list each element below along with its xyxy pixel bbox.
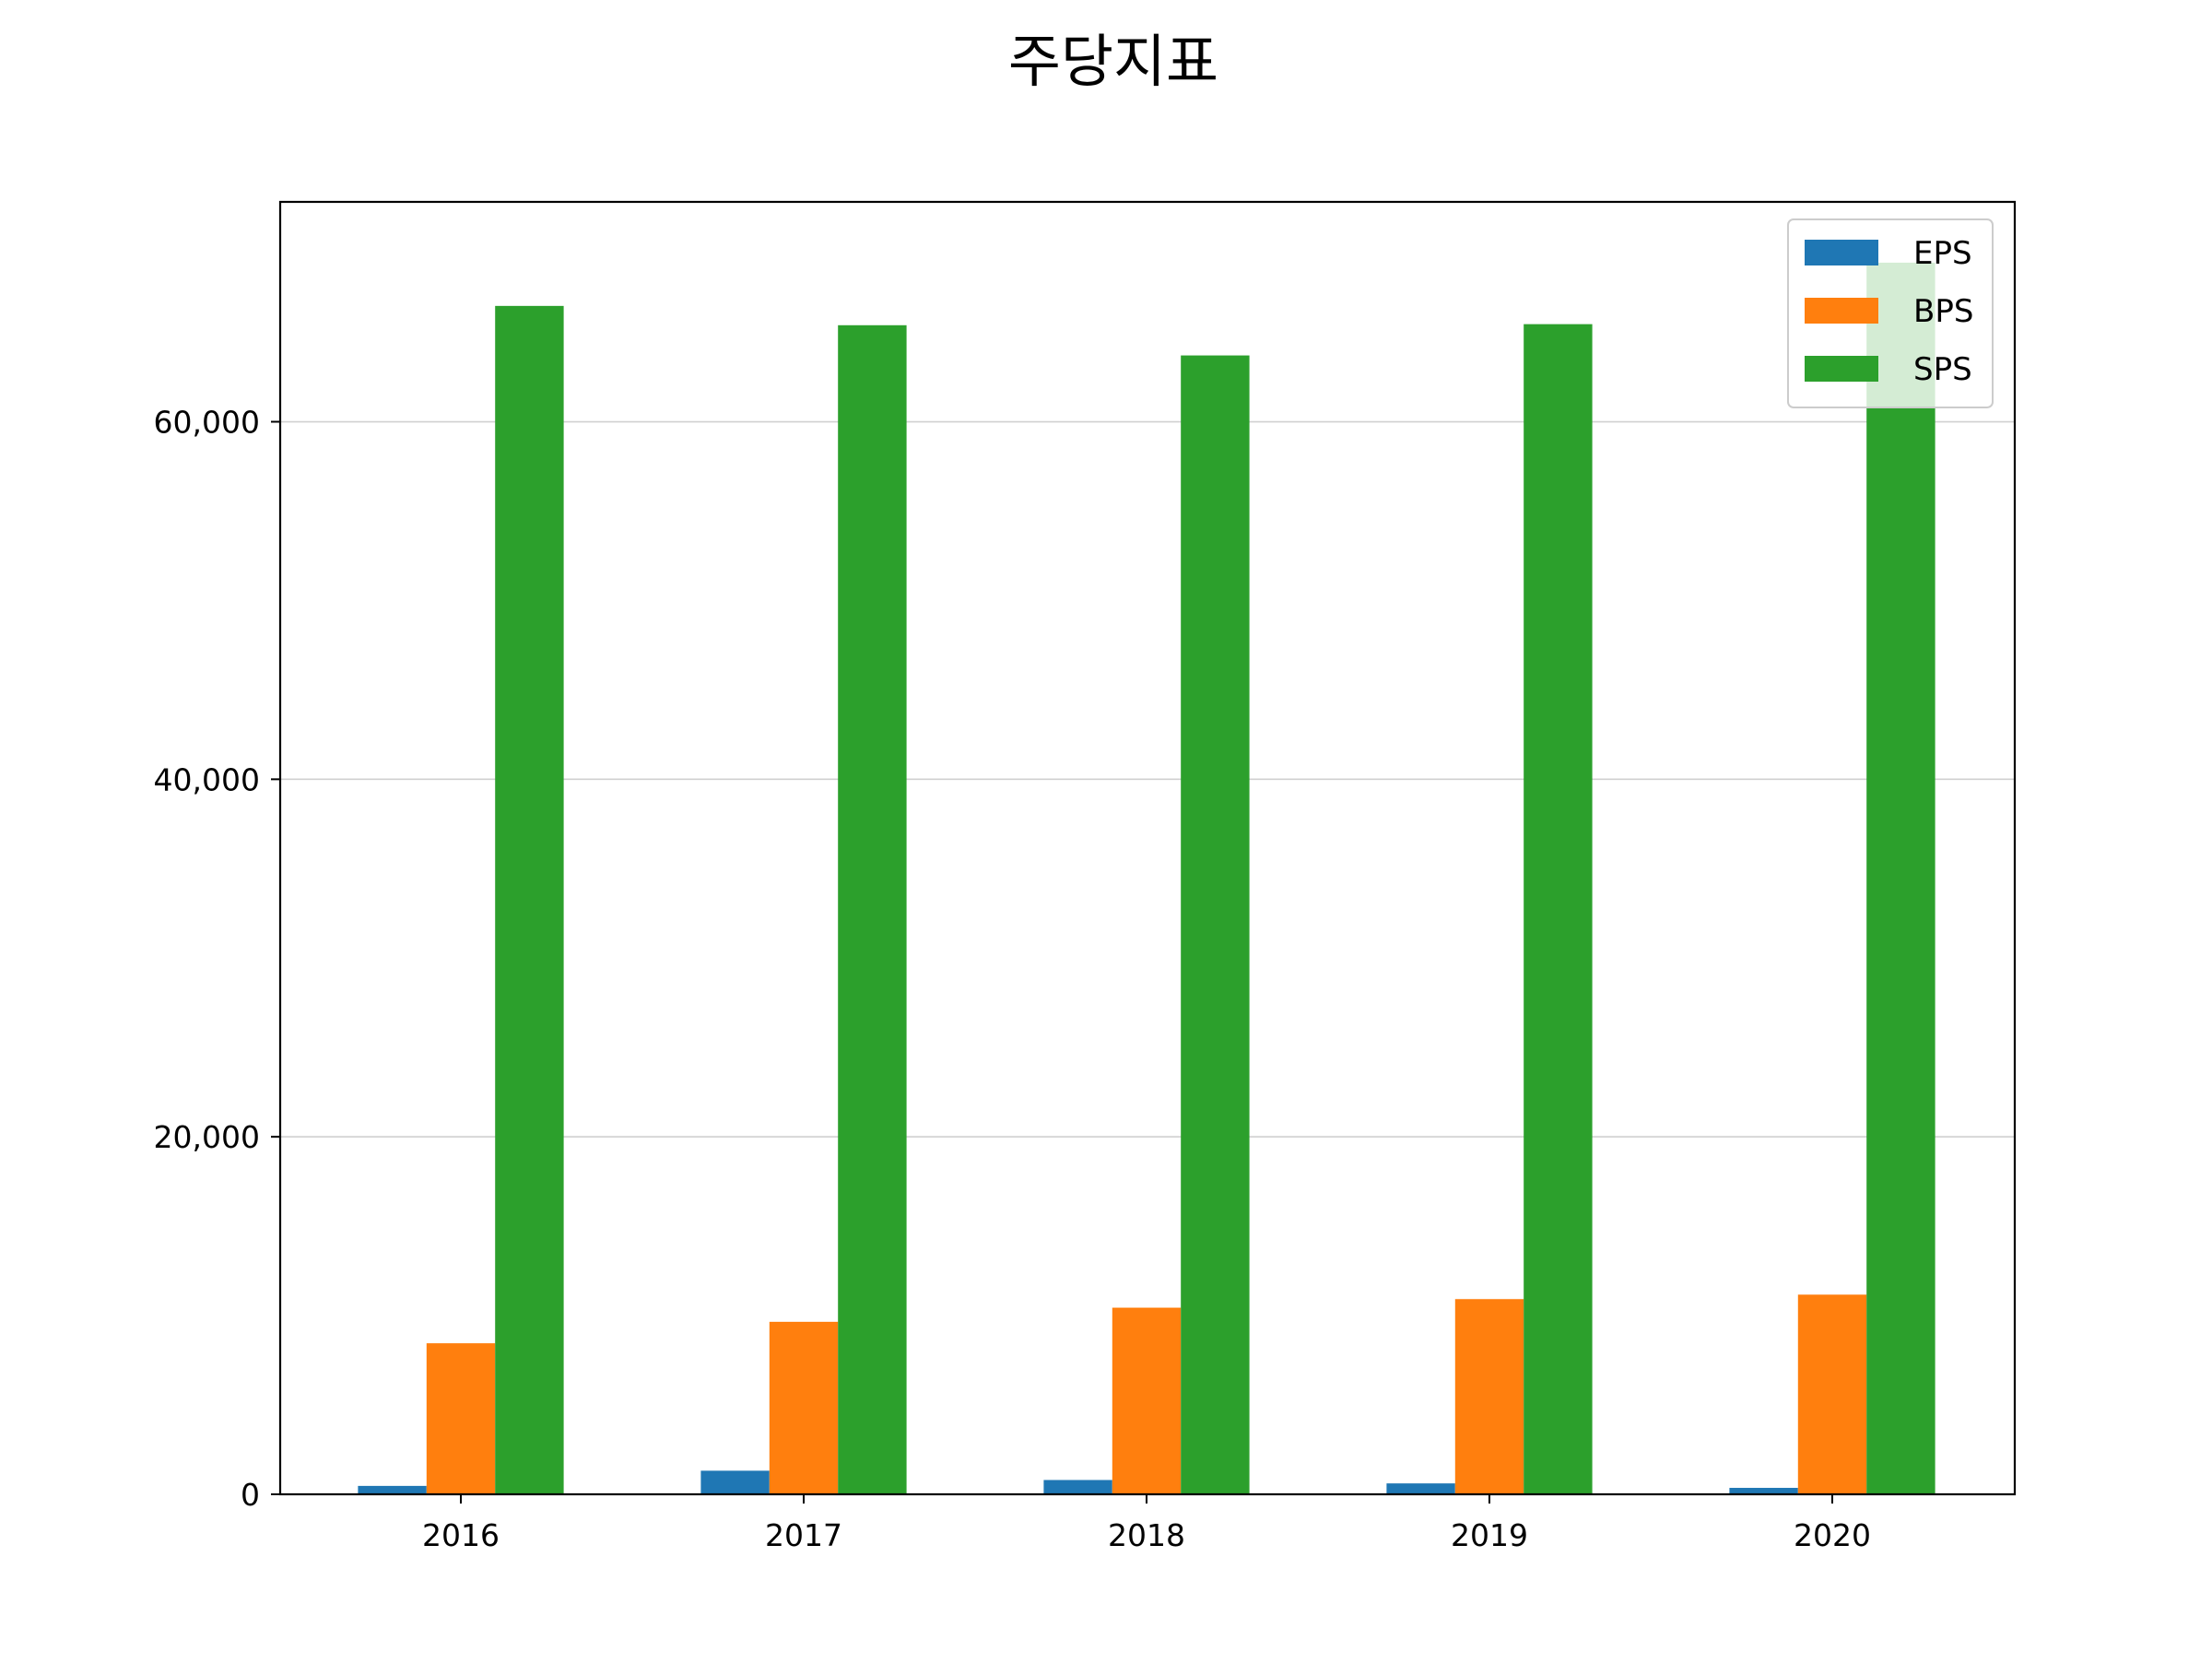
legend-swatch-bps xyxy=(1805,298,1878,324)
bar-sps-2019 xyxy=(1524,324,1593,1494)
bar-sps-2016 xyxy=(495,305,564,1494)
bar-bps-2017 xyxy=(769,1321,839,1494)
bar-bps-2019 xyxy=(1454,1299,1524,1494)
bar-eps-2016 xyxy=(358,1485,427,1494)
x-tick-label-2017: 2017 xyxy=(765,1517,842,1553)
bar-eps-2019 xyxy=(1386,1483,1455,1494)
x-tick-label-2016: 2016 xyxy=(422,1517,500,1553)
bar-bps-2018 xyxy=(1112,1307,1182,1494)
legend-swatch-sps xyxy=(1805,356,1878,382)
legend-label-sps: SPS xyxy=(1913,351,1972,388)
bar-eps-2018 xyxy=(1043,1480,1112,1494)
bar-sps-2017 xyxy=(838,324,907,1495)
y-tick-label-3: 60,000 xyxy=(154,405,260,441)
y-tick-label-1: 20,000 xyxy=(154,1119,260,1155)
bar-eps-2020 xyxy=(1729,1488,1798,1494)
bar-sps-2018 xyxy=(1181,355,1250,1495)
plot-area: 0 20,000 40,000 60,000 2016 2017 2018 2019 2020 E… xyxy=(154,200,2017,1553)
y-tick-label-2: 40,000 xyxy=(154,761,260,797)
bar-bps-2020 xyxy=(1797,1294,1867,1494)
x-tick-label-2020: 2020 xyxy=(1794,1517,1871,1553)
x-tick-label-2018: 2018 xyxy=(1108,1517,1185,1553)
legend-label-bps: BPS xyxy=(1913,293,1973,330)
x-tick-label-2019: 2019 xyxy=(1451,1517,1528,1553)
y-tick-label-0: 0 xyxy=(241,1477,260,1513)
bar-sps-2020 xyxy=(1866,262,1936,1494)
legend-label-eps: EPS xyxy=(1913,235,1972,272)
bar-eps-2017 xyxy=(700,1470,770,1494)
chart-title: 주당지표 xyxy=(1008,28,1218,95)
legend-swatch-eps xyxy=(1805,240,1878,265)
bar-bps-2016 xyxy=(426,1343,496,1494)
